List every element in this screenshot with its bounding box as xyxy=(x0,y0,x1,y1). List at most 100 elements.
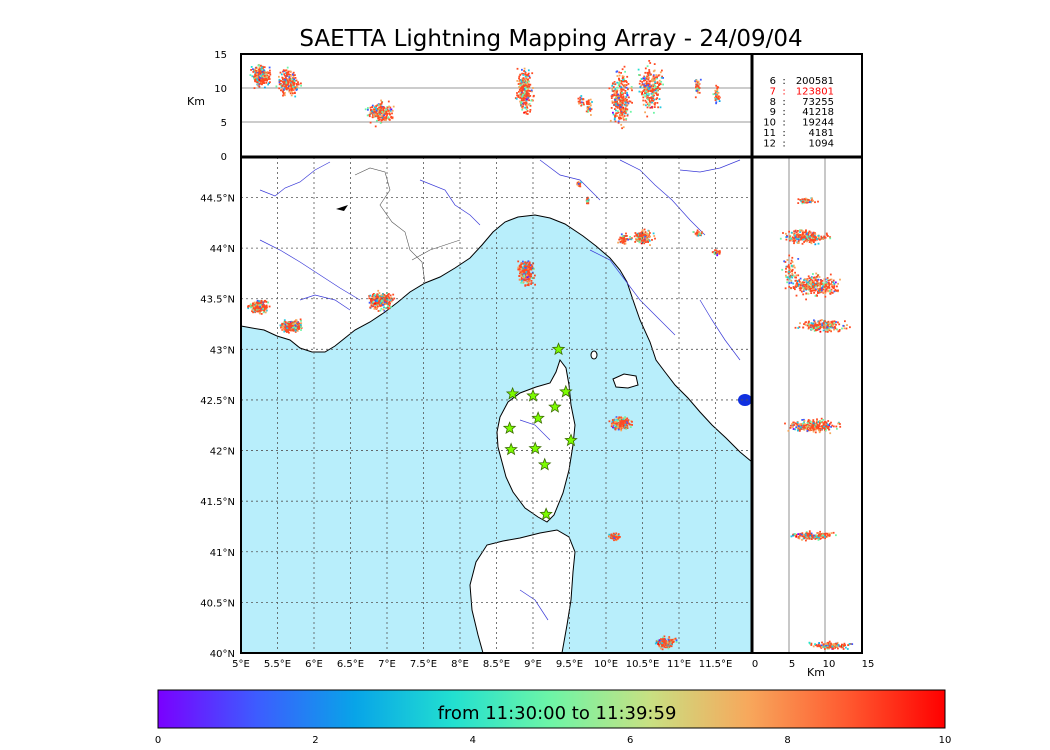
lightning-source-point xyxy=(827,420,830,422)
lightning-source-point xyxy=(262,66,265,68)
lightning-source-point xyxy=(285,86,287,89)
lightning-source-point xyxy=(378,106,381,109)
lightning-source-point xyxy=(792,274,795,277)
lightning-source-point xyxy=(807,287,809,289)
lightning-source-point xyxy=(625,232,627,235)
lightning-source-point xyxy=(619,427,622,429)
lightning-source-point xyxy=(376,304,378,307)
lightning-source-point xyxy=(658,645,661,648)
lightning-source-point xyxy=(289,321,292,323)
lightning-source-point xyxy=(809,421,812,423)
lightning-source-point xyxy=(620,88,622,91)
lightning-source-point xyxy=(297,81,299,84)
station-star-icon xyxy=(526,388,540,402)
outer-frame xyxy=(240,53,863,654)
lightning-source-point xyxy=(254,68,256,71)
lightning-source-point xyxy=(839,278,841,281)
lightning-source-point xyxy=(663,645,666,648)
lightning-source-point xyxy=(790,535,793,538)
lightning-source-point xyxy=(785,232,787,235)
lightning-source-point xyxy=(625,428,628,430)
lightning-source-point xyxy=(655,77,658,80)
lightning-source-point xyxy=(829,422,831,425)
lightning-source-point xyxy=(673,638,676,640)
lightning-source-point xyxy=(656,102,659,104)
lightning-source-point xyxy=(617,425,619,427)
lightning-source-point xyxy=(813,291,815,294)
lightning-source-point xyxy=(712,93,715,96)
lightning-source-point xyxy=(291,77,294,80)
lightning-source-point xyxy=(254,304,257,307)
lightning-source-point xyxy=(616,534,618,537)
lightning-source-point xyxy=(645,241,647,243)
lightning-source-point xyxy=(804,197,807,200)
lightning-source-point xyxy=(799,199,802,201)
lightning-source-point xyxy=(529,95,532,97)
lightning-source-point xyxy=(292,83,295,85)
lightning-source-point xyxy=(645,82,648,85)
lightning-source-point xyxy=(522,270,525,272)
lightning-source-point xyxy=(831,424,834,427)
lightning-source-point xyxy=(618,537,621,539)
lightning-source-point xyxy=(289,329,292,331)
lightning-source-point xyxy=(699,233,701,235)
lightning-source-point xyxy=(529,264,532,266)
lightning-source-point xyxy=(279,80,282,82)
lightning-source-point xyxy=(621,242,624,244)
lightning-source-point xyxy=(806,279,809,282)
lightning-source-point xyxy=(805,235,808,238)
lightning-source-point xyxy=(378,109,380,111)
lightning-source-point xyxy=(615,109,617,112)
lightning-source-point xyxy=(647,233,649,236)
lightning-source-point xyxy=(623,99,626,101)
lightning-source-point xyxy=(659,647,662,650)
lightning-source-point xyxy=(630,238,633,241)
lightning-source-point xyxy=(807,536,810,539)
lightning-source-point xyxy=(615,96,617,99)
legend-height-label: 6 xyxy=(770,76,776,87)
lightning-source-point xyxy=(372,111,374,114)
right-panel-background xyxy=(752,157,862,653)
lightning-source-point xyxy=(715,249,718,252)
lightning-source-point xyxy=(620,123,623,126)
lightning-source-point xyxy=(370,304,373,307)
lightning-source-point xyxy=(816,424,819,426)
lightning-source-point xyxy=(523,96,525,99)
lightning-source-point xyxy=(254,78,257,81)
lightning-source-point xyxy=(521,271,523,274)
lightning-source-point xyxy=(256,73,258,76)
lightning-source-point xyxy=(719,251,721,254)
lightning-source-point xyxy=(373,113,375,116)
lightning-source-point xyxy=(810,325,813,328)
lightning-source-point xyxy=(828,322,830,325)
lightning-source-point xyxy=(807,283,810,285)
lightning-source-point xyxy=(822,536,824,539)
lightning-source-point xyxy=(810,287,813,290)
lightning-source-point xyxy=(384,296,387,298)
lightning-source-point xyxy=(807,199,809,201)
lightning-source-point xyxy=(824,292,827,295)
lightning-source-point xyxy=(651,88,654,90)
lightning-source-point xyxy=(293,78,295,81)
lightning-source-point xyxy=(376,299,379,302)
lightning-source-point xyxy=(801,290,803,293)
lightning-source-point xyxy=(615,105,617,108)
lightning-source-point xyxy=(526,95,529,98)
lightning-source-point xyxy=(795,535,798,538)
lightning-source-point xyxy=(622,79,624,81)
lightning-source-point xyxy=(837,321,839,324)
lightning-source-point xyxy=(626,424,628,427)
lightning-source-point xyxy=(802,283,805,286)
lightning-source-point xyxy=(614,427,617,430)
lightning-source-point xyxy=(620,82,623,85)
lightning-source-point xyxy=(662,77,664,79)
lightning-source-point xyxy=(380,294,383,297)
lightning-source-point xyxy=(628,96,630,99)
lightning-source-point xyxy=(822,325,825,328)
lightning-source-point xyxy=(371,305,374,307)
lightning-source-point xyxy=(617,533,620,535)
lightning-source-point xyxy=(283,320,286,323)
lightning-source-point xyxy=(622,88,625,91)
lightning-source-point xyxy=(820,537,822,540)
